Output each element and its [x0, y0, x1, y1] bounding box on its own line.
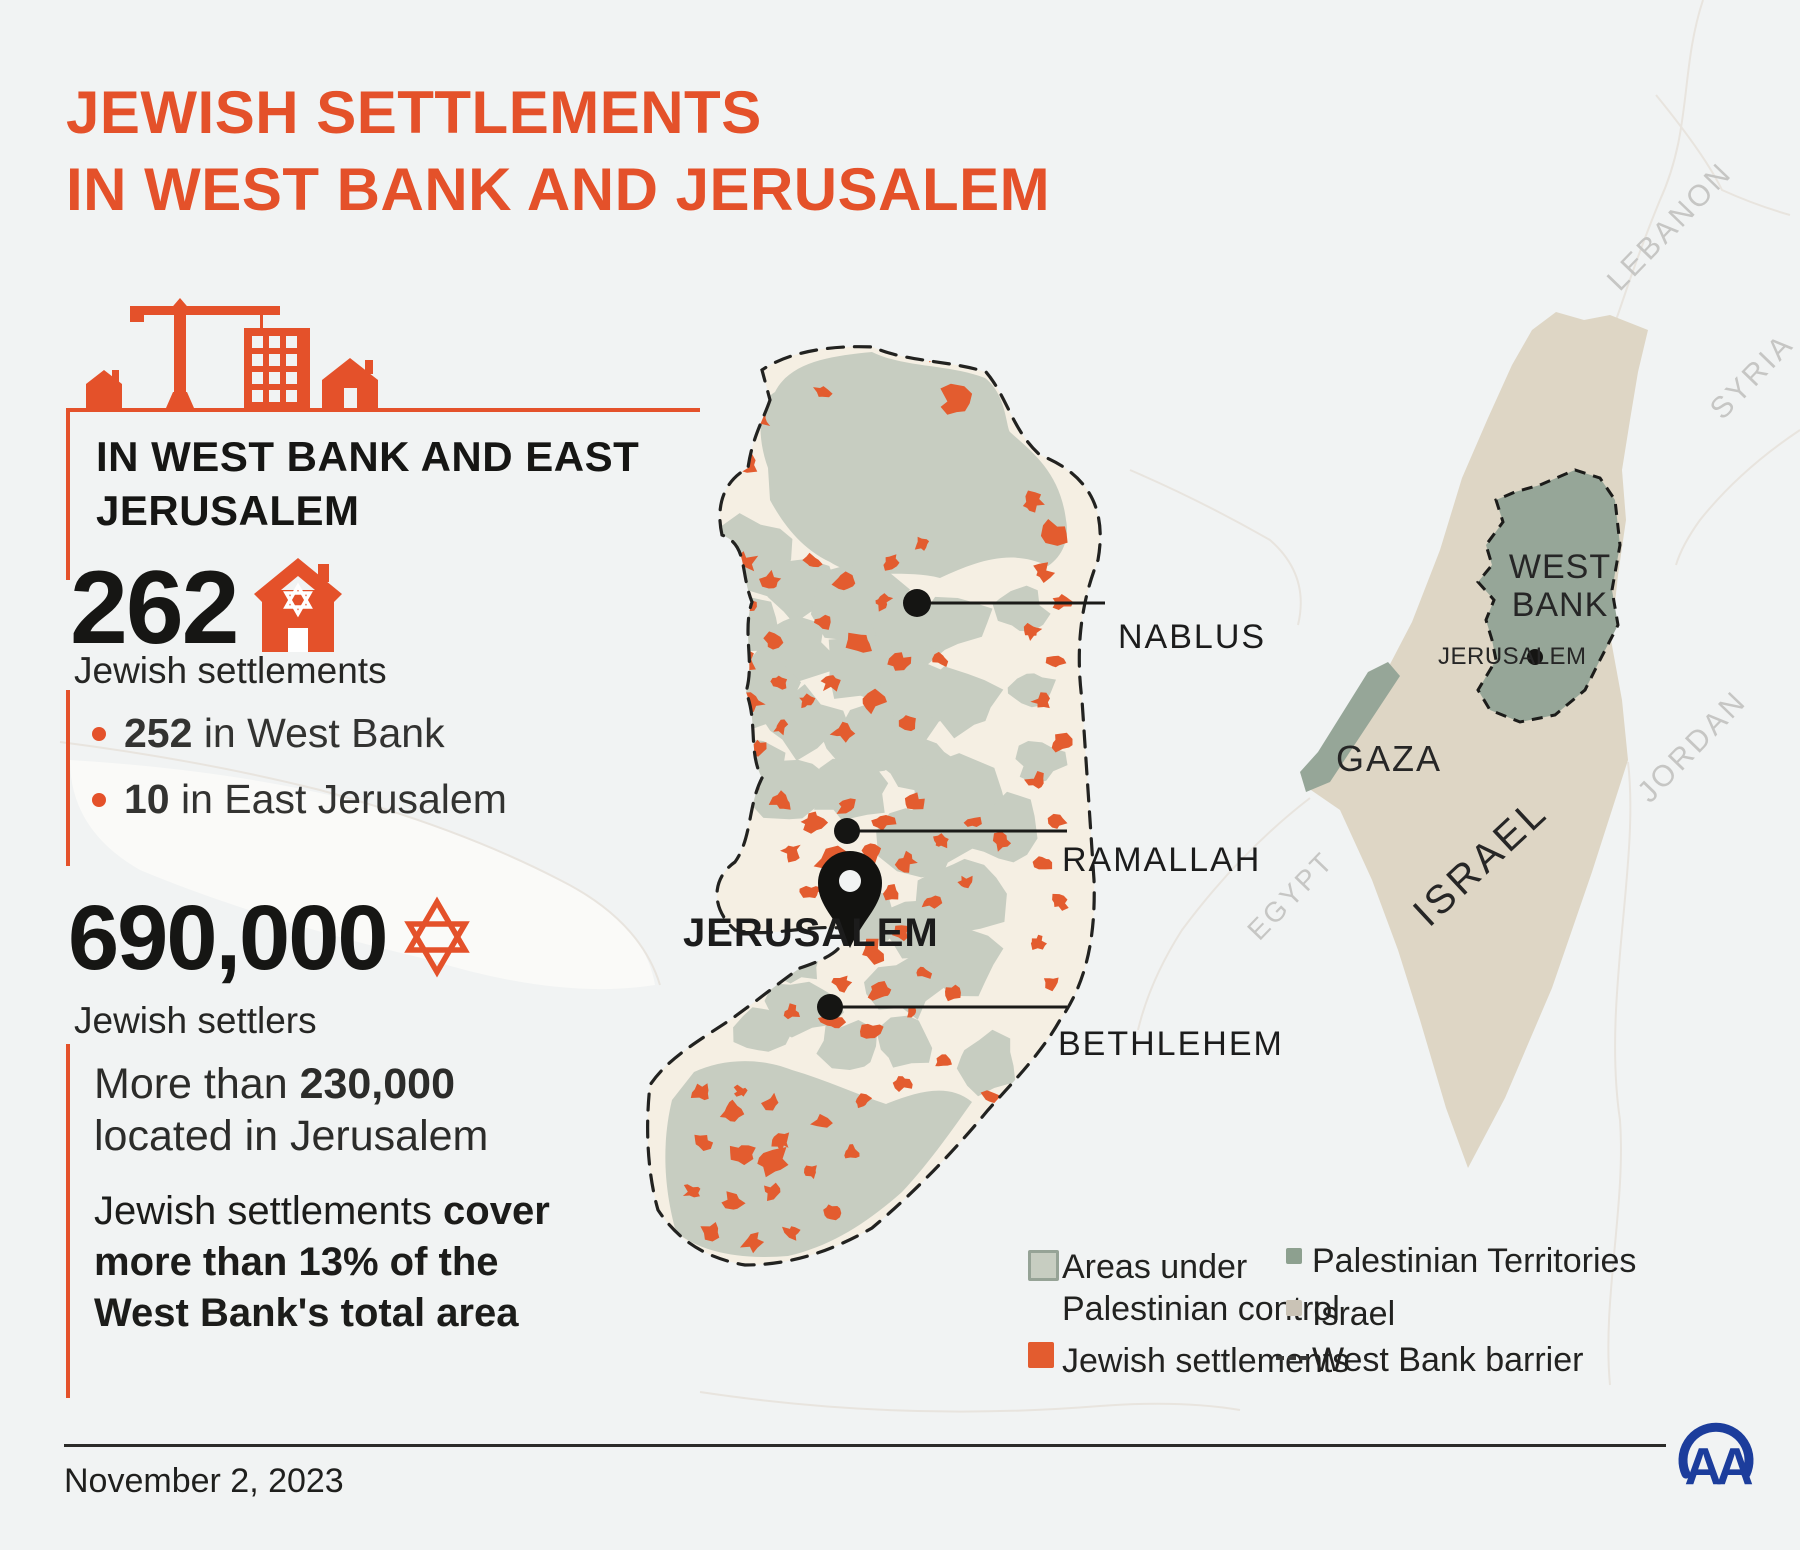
accent-rule-vertical-2: [66, 690, 70, 866]
background-map-shapes: [59, 0, 1800, 1413]
bullet-dot: [92, 726, 106, 741]
settlements-label: Jewish settlements: [74, 650, 387, 691]
accent-rule-vertical-3: [66, 1044, 70, 1398]
overview-map: [1300, 312, 1648, 1168]
anadolu-agency-logo: AA: [1678, 1422, 1758, 1496]
legend-label-jewish-settlements: Jewish settlements: [1062, 1342, 1350, 1380]
footer-divider: [64, 1444, 1666, 1447]
label-west-bank-overview: WEST BANK: [1508, 548, 1612, 624]
legend-swatch-palestinian-control: [1028, 1250, 1059, 1281]
legend-swatch-jewish-settlements: [1028, 1342, 1054, 1368]
accent-rule-vertical-1: [66, 408, 70, 580]
city-markers: [817, 589, 1105, 1020]
legend-swatch-west-bank-barrier: [1276, 1356, 1308, 1360]
label-gaza: GAZA: [1336, 738, 1443, 779]
coverage-note: Jewish settlements cover more than 13% o…: [94, 1189, 550, 1335]
legend-label-west-bank-barrier: West Bank barrier: [1312, 1341, 1584, 1379]
label-nablus: NABLUS: [1118, 618, 1267, 656]
west-bank-dashed-border: [646, 345, 1102, 1267]
palestinian-control-areas: [665, 352, 1068, 1257]
stats-heading: IN WEST BANK AND EAST JERUSALEM: [96, 433, 640, 534]
title-line-2: IN WEST BANK AND JERUSALEM: [66, 156, 1051, 223]
label-jerusalem: JERUSALEM: [683, 911, 939, 955]
settlements-count: 262: [70, 550, 240, 666]
west-bank-overview-shape: [1478, 470, 1620, 722]
construction-crane-icon: [86, 298, 378, 408]
bullet-east-jerusalem: 10 in East Jerusalem: [92, 776, 507, 823]
settlers-count: 690,000: [68, 887, 389, 989]
legend-label-palestinian-territories: Palestinian Territories: [1312, 1242, 1637, 1280]
label-jerusalem-overview: JERUSALEM: [1438, 643, 1587, 670]
bullet-west-bank: 252 in West Bank: [92, 710, 445, 757]
nablus-dot: [903, 589, 931, 617]
legend-swatch-palestinian-territories: [1286, 1248, 1302, 1264]
accent-rule-horizontal: [68, 408, 700, 412]
settlers-label: Jewish settlers: [74, 1000, 317, 1041]
star-of-david-icon: [282, 582, 313, 618]
logo-aa-text: AA: [1684, 1438, 1753, 1496]
settlement-house-icon: [253, 558, 342, 652]
page-title: JEWISH SETTLEMENTS IN WEST BANK AND JERU…: [66, 74, 1050, 228]
bethlehem-dot: [817, 994, 843, 1020]
jerusalem-note: More than 230,000 located in Jerusalem: [94, 1060, 489, 1160]
gaza-strip-shape: [1300, 662, 1400, 792]
west-bank-map: [646, 345, 1105, 1267]
star-of-david-outline-icon: [403, 896, 470, 978]
publication-date: November 2, 2023: [64, 1462, 344, 1500]
west-bank-barrier-outline: [1476, 468, 1622, 724]
legend-swatch-israel: [1286, 1300, 1302, 1316]
legend-label-israel: Israel: [1312, 1295, 1396, 1333]
label-ramallah: RAMALLAH: [1062, 841, 1262, 879]
bullet-dot: [92, 792, 106, 807]
ramallah-dot: [834, 818, 860, 844]
label-bethlehem: BETHLEHEM: [1058, 1025, 1284, 1063]
title-line-1: JEWISH SETTLEMENTS: [66, 79, 762, 146]
settlements-stat: 262: [70, 556, 344, 660]
jerusalem-overview-dot: [1527, 649, 1543, 665]
jerusalem-pin-icon: [818, 851, 882, 948]
settlers-stat: 690,000: [68, 888, 473, 988]
